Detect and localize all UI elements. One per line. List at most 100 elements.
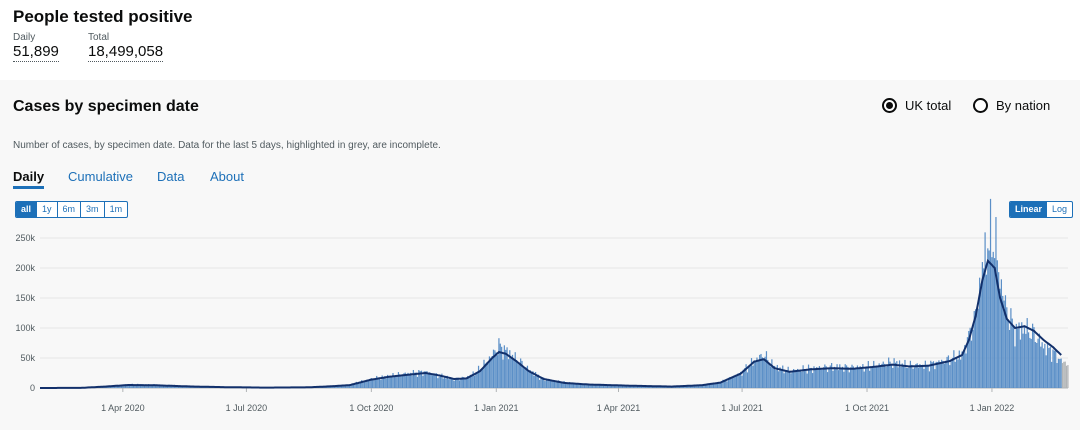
daily-bar [483,359,485,388]
daily-bar [1046,342,1049,388]
daily-bar [877,366,879,388]
daily-bar [461,376,463,388]
daily-bar [438,376,440,388]
daily-bar [687,385,689,388]
daily-bar [1006,307,1008,388]
tab-cumulative[interactable]: Cumulative [68,169,134,184]
daily-label: Daily [13,32,36,43]
daily-bar [799,370,802,388]
daily-bar [1034,341,1036,388]
daily-bar [1052,349,1054,388]
daily-bar [518,364,520,388]
range-6m-button[interactable]: 6m [56,202,81,217]
daily-bar [405,375,408,388]
daily-bar [437,378,439,388]
daily-bar [1059,358,1061,388]
daily-bar [909,360,912,388]
daily-bar [441,373,443,388]
x-tick-label: 1 Oct 2021 [845,403,889,413]
daily-bar [427,373,429,388]
cases-chart[interactable]: 0 50k 100k 150k 200k 250k 1 Apr 2020 1 Jul 202… [0,80,1080,430]
daily-bar [741,375,743,388]
daily-bar [452,378,454,388]
daily-bar [597,384,599,388]
uk-total-radio[interactable]: UK total [882,98,951,113]
daily-bar [786,370,788,388]
daily-bar [984,232,986,388]
daily-bar [448,379,450,388]
tab-about[interactable]: About [210,169,244,184]
daily-bar [172,385,174,388]
daily-bar [1055,349,1057,388]
daily-bar [130,384,132,388]
daily-bar [1000,279,1002,388]
daily-bar [871,367,873,388]
daily-bar [460,379,462,388]
daily-bar [826,372,829,388]
daily-bar [729,376,731,388]
daily-bar [513,359,515,388]
daily-bar [699,385,701,388]
daily-bar [835,368,837,388]
daily-bar [541,377,543,388]
daily-bar [898,360,901,388]
daily-bar [779,367,781,388]
range-all-button[interactable]: all [16,202,37,217]
total-value[interactable]: 18,499,058 [88,43,164,62]
tab-data[interactable]: Data [157,169,185,184]
daily-bar [908,367,910,388]
daily-bar [998,272,1000,388]
daily-bar [429,372,431,388]
daily-bar [863,371,865,388]
daily-bar [954,361,956,388]
daily-bar [746,372,749,388]
range-1y-button[interactable]: 1y [36,202,57,217]
daily-bar [689,386,692,388]
daily-bar [953,350,955,388]
daily-bar [127,384,129,388]
daily-bar [721,383,723,388]
daily-bar [615,384,617,388]
daily-bar [1021,322,1023,388]
daily-bar [640,386,643,388]
scale-linear-button[interactable]: Linear [1010,202,1048,217]
daily-bar [536,374,538,388]
daily-bar [530,372,533,388]
daily-bar [704,385,706,388]
daily-bar [911,364,913,388]
daily-bar [1060,358,1062,388]
daily-bar [1061,363,1064,388]
daily-bar [143,385,146,388]
x-axis: 1 Apr 2020 1 Jul 2020 1 Oct 2020 1 Jan 2021… [40,387,1068,413]
daily-bar [570,383,572,388]
daily-bar [571,382,573,388]
daily-bar [969,327,971,388]
daily-bar [123,385,125,388]
by-nation-radio[interactable]: By nation [973,98,1050,113]
daily-bar [627,385,629,388]
daily-bar [1017,328,1019,388]
daily-bar [711,383,713,388]
daily-bar [1056,363,1058,388]
daily-bar [386,374,389,388]
daily-bar [112,386,114,388]
daily-bar [361,380,363,388]
daily-bar [931,362,933,388]
tab-daily[interactable]: Daily [13,169,45,189]
daily-bar [738,373,740,388]
scale-log-button[interactable]: Log [1052,204,1068,214]
daily-bar [404,372,406,388]
daily-bar [494,350,496,388]
daily-bar [473,375,476,388]
daily-bar [900,366,902,388]
x-tick-label: 1 Jul 2021 [721,403,763,413]
daily-bar [401,375,404,388]
daily-bar [917,367,920,388]
daily-bar [564,383,567,388]
daily-bar [870,367,872,388]
daily-value[interactable]: 51,899 [13,43,59,62]
range-3m-button[interactable]: 3m [80,202,104,217]
daily-bar [423,371,425,388]
range-1m-button[interactable]: 1m [103,202,128,217]
daily-bar [635,385,637,388]
